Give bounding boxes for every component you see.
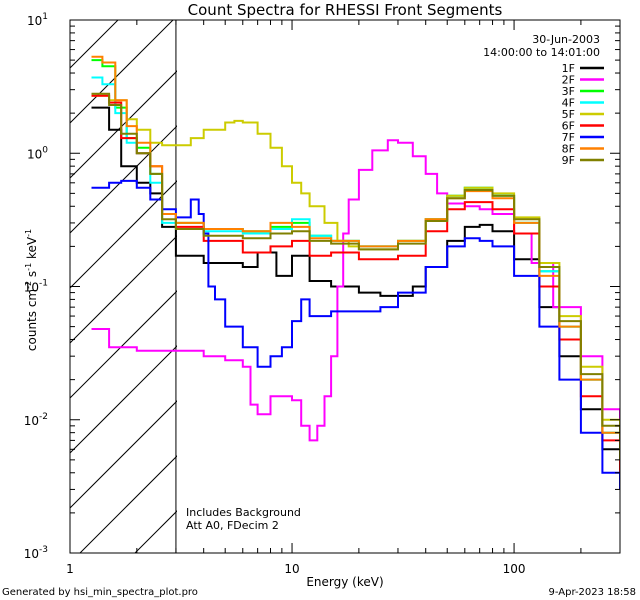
y-tick-label: 10-1	[24, 279, 48, 295]
y-axis-label-kev: keV	[25, 236, 39, 263]
series-line-1F	[91, 106, 620, 473]
annotation-background: Includes Background	[186, 506, 301, 519]
hatch-line	[70, 290, 177, 399]
hatch-line	[134, 510, 177, 553]
series-group	[91, 55, 620, 490]
y-tick-label: 10-2	[24, 412, 48, 428]
y-tick-label: 100	[27, 145, 48, 161]
y-axis-label-exp-cm: -2	[24, 281, 33, 289]
series-line-3F	[91, 59, 620, 460]
footer-generated-by: Generated by hsi_min_spectra_plot.pro	[2, 587, 198, 598]
x-tick-label: 10	[284, 562, 299, 576]
y-axis-label-exp-kev: -1	[24, 229, 33, 237]
axis-ticks	[69, 20, 621, 554]
date-label: 30-Jun-2003	[532, 33, 600, 46]
annotation-attenuator: Att A0, FDecim 2	[186, 519, 279, 532]
axis-tick-labels: 1 10 100 10-3 10-2 10-1 100 101	[24, 12, 526, 576]
legend-label-8F: 8F	[562, 143, 575, 156]
series-line-4F	[91, 76, 620, 460]
hatch-line	[70, 20, 174, 124]
legend-label-1F: 1F	[562, 62, 575, 75]
hatch-line	[70, 400, 177, 509]
x-tick-label: 100	[503, 562, 526, 576]
excluded-region-hatch	[70, 20, 177, 553]
time-range-label: 14:00:00 to 14:01:00	[483, 46, 600, 59]
legend-label-6F: 6F	[562, 120, 575, 133]
legend-label-9F: 9F	[562, 154, 575, 167]
series-line-8F	[91, 55, 620, 460]
hatch-line	[70, 345, 177, 454]
series-line-7F	[91, 179, 620, 490]
y-tick-label: 10-3	[24, 545, 48, 561]
footer-timestamp: 9-Apr-2023 18:58	[549, 587, 636, 598]
legend-label-7F: 7F	[562, 131, 575, 144]
hatch-line	[70, 70, 177, 179]
series-line-9F	[91, 92, 620, 460]
y-axis-label-main: counts cm	[25, 289, 39, 351]
x-axis-label: Energy (keV)	[306, 575, 383, 589]
y-axis-label-exp-s: -1	[24, 263, 33, 271]
legend-label-2F: 2F	[562, 74, 575, 87]
series-line-6F	[91, 94, 620, 473]
y-tick-label: 101	[27, 12, 48, 28]
hatch-line	[70, 180, 177, 289]
chart-title: Count Spectra for RHESSI Front Segments	[188, 1, 503, 19]
hatch-line	[79, 455, 177, 553]
hatch-line	[70, 235, 177, 344]
legend-label-3F: 3F	[562, 85, 575, 98]
legend-label-5F: 5F	[562, 108, 575, 121]
x-tick-label: 1	[66, 562, 74, 576]
series-line-2F	[91, 139, 620, 460]
series-line-5F	[91, 94, 620, 450]
legend-label-4F: 4F	[562, 97, 575, 110]
y-axis-label-s: s	[25, 271, 39, 281]
y-axis-label: counts cm-2 s-1 keV-1	[24, 229, 39, 351]
